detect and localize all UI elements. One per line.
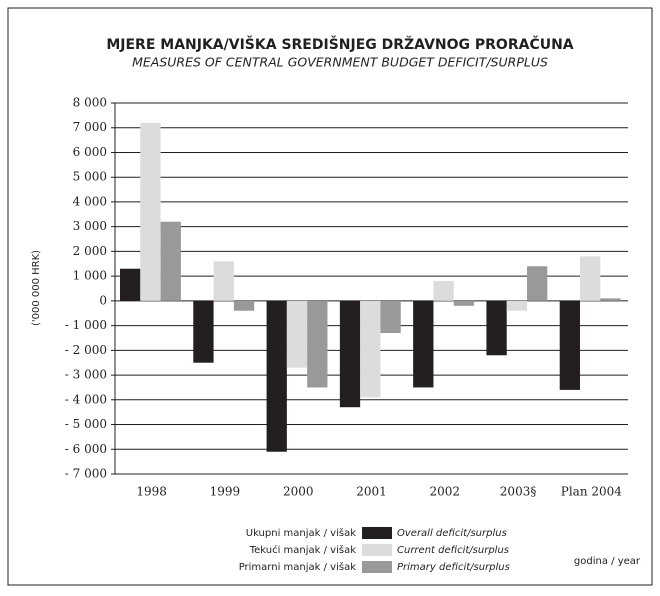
bar [413, 300, 434, 388]
y-tick-label: - 2 000 [65, 343, 107, 357]
y-tick-label: 8 000 [73, 96, 107, 110]
y-tick-label: 3 000 [73, 219, 107, 233]
x-tick-label: 2002 [430, 485, 461, 499]
bar [266, 300, 287, 452]
legend-label-local: Primarni manjak / višak [239, 561, 357, 573]
y-tick-label: 4 000 [73, 194, 107, 208]
x-tick-label: Plan 2004 [561, 485, 623, 499]
bar [600, 298, 621, 301]
x-axis-label: godina / year [574, 556, 641, 567]
bar [233, 300, 255, 311]
x-tick-label: 1998 [136, 485, 167, 499]
x-tick-label: 1999 [210, 485, 241, 499]
bar [160, 221, 181, 301]
bar [559, 300, 581, 390]
bar [527, 266, 548, 301]
y-tick-label: - 4 000 [65, 392, 107, 406]
chart-subtitle: MEASURES OF CENTRAL GOVERNMENT BUDGET DE… [132, 55, 548, 70]
x-tick-label: 2001 [356, 485, 387, 499]
y-tick-label: 1 000 [73, 269, 107, 283]
y-tick-label: - 3 000 [65, 368, 107, 382]
bar [433, 281, 454, 301]
y-tick-label: - 1 000 [65, 318, 107, 332]
frame [7, 7, 653, 586]
legend-swatch [362, 561, 392, 573]
legend-swatch [362, 527, 392, 539]
bar [307, 300, 328, 388]
legend-label: Overall deficit/surplus [397, 528, 507, 539]
y-tick-label: - 5 000 [65, 417, 107, 431]
y-tick-label: 6 000 [73, 145, 107, 159]
bar [213, 261, 234, 301]
bar [453, 300, 475, 306]
y-tick-label: 0 [99, 293, 107, 307]
legend-swatch [362, 544, 392, 556]
x-tick-label: 2003§ [500, 485, 537, 499]
y-tick-label: 2 000 [73, 244, 107, 258]
bar [506, 300, 528, 311]
legend-label: Primary deficit/surplus [397, 562, 510, 573]
legend-label: Current deficit/surplus [397, 545, 509, 556]
y-axis-label: ('000 000 HRK) [31, 250, 42, 326]
bar [580, 256, 601, 301]
bar [193, 300, 214, 363]
bar [339, 300, 361, 408]
legend-label-local: Tekući manjak / višak [249, 544, 357, 556]
bar [286, 300, 308, 368]
bar [380, 300, 401, 334]
bar [486, 300, 507, 356]
bar [120, 268, 141, 301]
bar [360, 300, 381, 398]
y-tick-label: - 6 000 [65, 442, 107, 456]
y-tick-label: - 7 000 [65, 467, 107, 481]
y-tick-label: 5 000 [73, 170, 107, 184]
y-tick-label: 7 000 [73, 120, 107, 134]
x-tick-label: 2000 [283, 485, 314, 499]
chart-title: MJERE MANJKA/VIŠKA SREDIŠNJEG DRŽAVNOG P… [106, 35, 573, 53]
bar [140, 122, 161, 301]
legend-label-local: Ukupni manjak / višak [246, 527, 356, 539]
